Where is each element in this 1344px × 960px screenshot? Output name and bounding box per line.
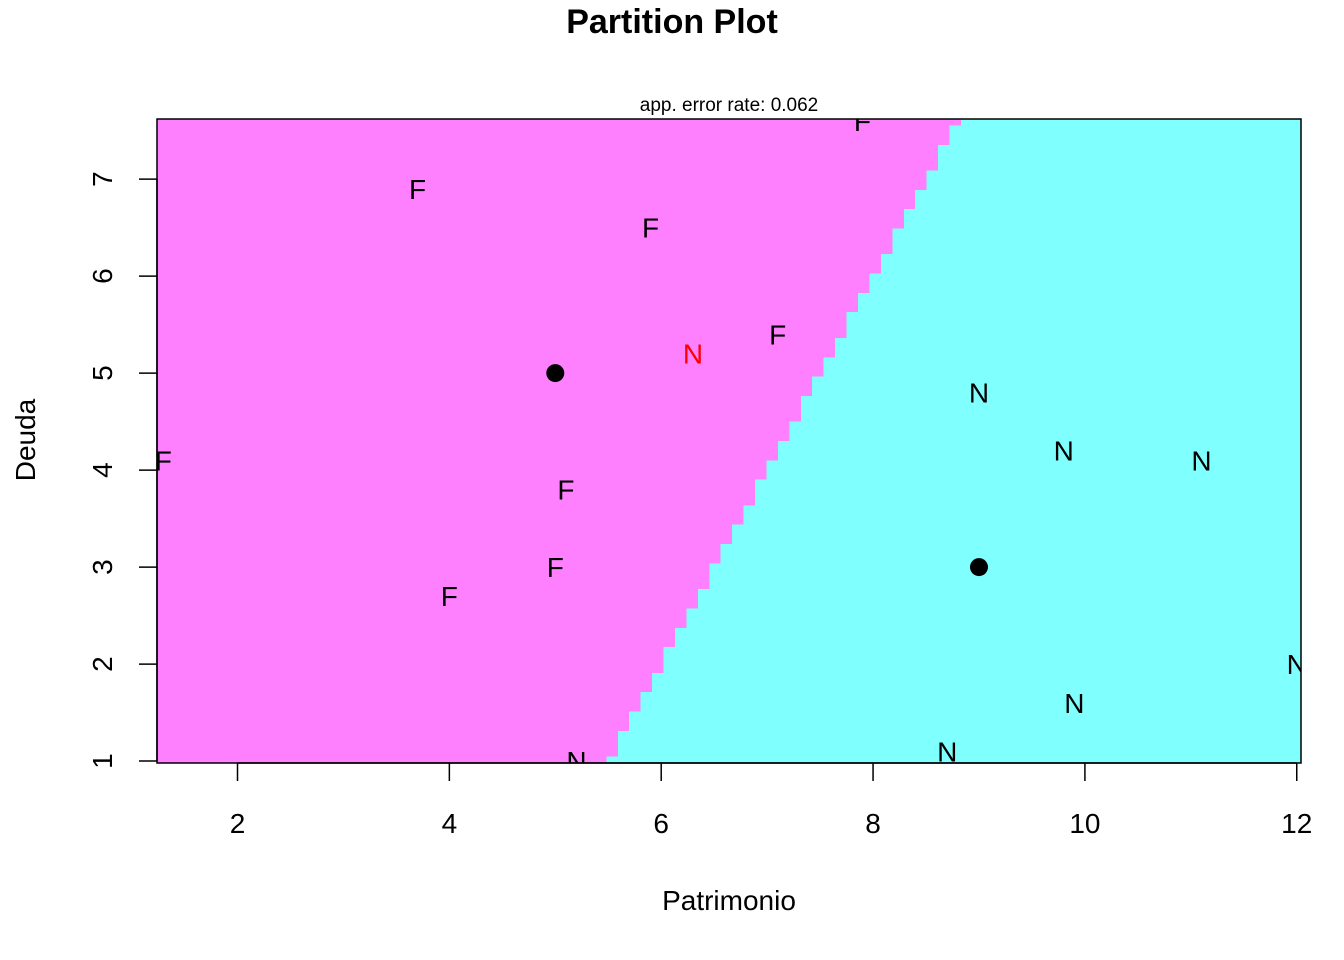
y-tick-label: 3: [87, 559, 118, 575]
data-point-F: F: [547, 552, 564, 583]
data-point-F: F: [854, 106, 871, 137]
y-tick-label: 6: [87, 268, 118, 284]
y-axis-label: Deuda: [10, 398, 41, 481]
region-F: [157, 119, 961, 763]
data-points: F F F F N F F F F N N N N N N N: [155, 106, 1307, 777]
x-axis-label: Patrimonio: [662, 885, 796, 916]
data-point-N: N: [1191, 445, 1211, 476]
data-point-F: F: [155, 445, 172, 476]
data-point-N: N: [937, 736, 957, 767]
y-tick-label: 1: [87, 753, 118, 769]
data-point-F: F: [769, 319, 786, 350]
data-point-N: N: [1287, 649, 1307, 680]
partition-regions: [157, 119, 1301, 763]
chart-title: Partition Plot: [566, 3, 778, 41]
x-tick-label: 2: [230, 808, 246, 839]
centroid-N: [969, 558, 988, 577]
data-point-F: F: [409, 174, 426, 205]
x-tick-label: 10: [1069, 808, 1100, 839]
data-point-N: N: [683, 339, 703, 370]
y-tick-label: 7: [87, 171, 118, 187]
data-point-N: N: [969, 378, 989, 409]
x-tick-label: 8: [865, 808, 881, 839]
y-tick-label: 5: [87, 365, 118, 381]
data-point-N: N: [1064, 688, 1084, 719]
data-point-F: F: [557, 474, 574, 505]
y-tick-label: 2: [87, 656, 118, 672]
chart-subtitle: app. error rate: 0.062: [640, 95, 819, 116]
x-tick-label: 12: [1281, 808, 1312, 839]
y-tick-label: 4: [87, 462, 118, 478]
x-tick-label: 6: [653, 808, 669, 839]
x-tick-label: 4: [442, 808, 458, 839]
centroid-F: [546, 364, 565, 383]
data-point-N: N: [566, 746, 586, 777]
data-point-F: F: [441, 581, 458, 612]
data-point-F: F: [642, 213, 659, 244]
data-point-N: N: [1054, 436, 1074, 467]
